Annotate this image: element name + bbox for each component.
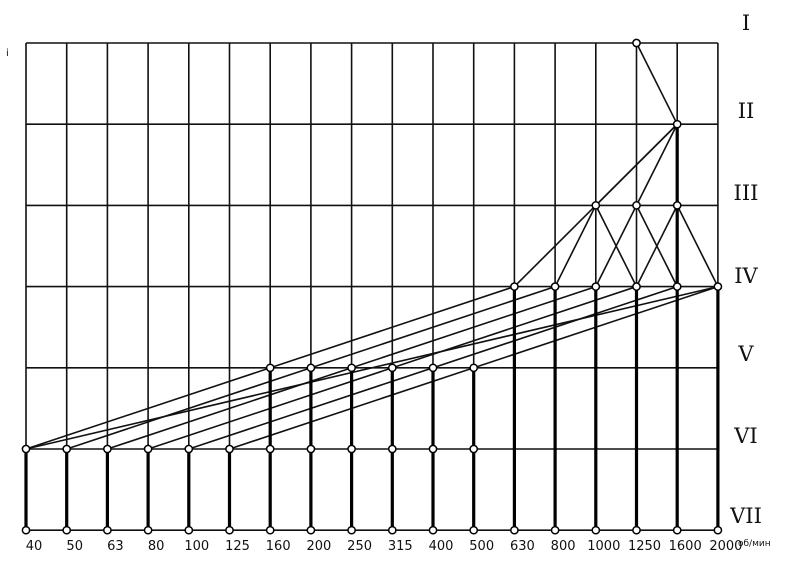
speed-label-400: 400 xyxy=(429,539,454,554)
level-label-IV: IV xyxy=(734,264,758,288)
node-VII-160 xyxy=(265,525,275,535)
nodes xyxy=(21,38,723,535)
node-VII-40 xyxy=(21,525,31,535)
node-IV-800 xyxy=(550,282,560,291)
node-VI-250 xyxy=(347,444,356,454)
level-label-III: III xyxy=(734,181,759,205)
speed-label-630: 630 xyxy=(510,539,535,554)
node-VI-63 xyxy=(103,444,112,454)
node-III-1000 xyxy=(591,201,601,210)
speed-label-125: 125 xyxy=(225,539,250,554)
node-VII-100 xyxy=(184,525,194,535)
node-V-160 xyxy=(265,363,275,373)
node-V-500 xyxy=(469,363,479,373)
speed-label-500: 500 xyxy=(469,539,494,554)
speed-label-1600: 1600 xyxy=(669,539,702,554)
node-VII-1250 xyxy=(632,525,641,535)
speed-label-200: 200 xyxy=(306,539,331,554)
node-VII-200 xyxy=(306,525,316,535)
unit-label: об/мин xyxy=(738,539,771,549)
level-label-VII: VII xyxy=(729,504,762,528)
speed-label-2000: 2000 xyxy=(709,539,742,554)
transmission-ray-1 xyxy=(635,42,678,125)
speed-label-40: 40 xyxy=(26,539,43,554)
node-VI-80 xyxy=(143,444,153,454)
node-VII-800 xyxy=(550,525,560,535)
node-VII-50 xyxy=(62,525,72,535)
node-VI-100 xyxy=(184,444,194,454)
transmission-ray-3 xyxy=(635,123,678,206)
node-VII-250 xyxy=(347,525,356,535)
level-label-VI: VI xyxy=(733,424,757,448)
node-V-200 xyxy=(306,363,316,373)
level-label-II: II xyxy=(738,99,755,123)
node-IV-1600 xyxy=(672,282,682,291)
node-V-315 xyxy=(387,363,397,373)
corner-mark: i xyxy=(6,48,9,59)
node-VI-400 xyxy=(428,444,438,454)
node-VII-630 xyxy=(510,525,519,535)
node-VII-1000 xyxy=(591,525,601,535)
transmission-ray-8 xyxy=(595,205,638,287)
node-IV-1250 xyxy=(632,282,641,291)
speed-label-1250: 1250 xyxy=(628,539,661,554)
level-label-I: I xyxy=(742,11,750,35)
node-VII-125 xyxy=(225,525,234,535)
transmission-ray-10 xyxy=(635,205,678,287)
node-VII-315 xyxy=(387,525,397,535)
node-VI-50 xyxy=(62,444,72,454)
transmission-ray-6 xyxy=(554,205,597,287)
node-III-1600 xyxy=(672,201,682,210)
transmission-ray-11 xyxy=(676,205,719,287)
node-VI-40 xyxy=(21,444,31,454)
node-V-400 xyxy=(428,363,438,373)
node-VII-500 xyxy=(469,525,479,535)
speed-label-63: 63 xyxy=(107,539,124,554)
level-label-V: V xyxy=(737,342,754,366)
speed-label-250: 250 xyxy=(347,539,372,554)
node-VII-2000 xyxy=(713,525,723,535)
node-IV-1000 xyxy=(591,282,601,291)
speed-label-160: 160 xyxy=(266,539,291,554)
node-II-1600 xyxy=(672,119,682,129)
labels: 40 50 63 80 100 125 160 200 250 315 400 500 630 800 10… xyxy=(26,11,771,554)
node-VI-200 xyxy=(306,444,316,454)
speed-label-50: 50 xyxy=(66,539,83,554)
node-III-1250 xyxy=(632,201,641,210)
speed-label-315: 315 xyxy=(388,539,413,554)
node-IV-2000 xyxy=(713,282,723,291)
node-VII-1600 xyxy=(672,525,682,535)
node-VI-500 xyxy=(469,444,479,454)
speed-label-1000: 1000 xyxy=(587,539,620,554)
speed-label-800: 800 xyxy=(551,539,576,554)
node-I-1250 xyxy=(632,38,641,48)
node-V-250 xyxy=(347,363,356,373)
speed-label-100: 100 xyxy=(184,539,209,554)
node-VII-63 xyxy=(103,525,112,535)
node-VII-400 xyxy=(428,525,438,535)
node-VI-315 xyxy=(387,444,397,454)
node-VI-125 xyxy=(225,444,234,454)
node-VI-160 xyxy=(265,444,275,454)
speed-label-80: 80 xyxy=(148,539,165,554)
node-VII-80 xyxy=(143,525,153,535)
transmission-ray-18 xyxy=(25,285,719,450)
node-IV-630 xyxy=(510,282,519,291)
